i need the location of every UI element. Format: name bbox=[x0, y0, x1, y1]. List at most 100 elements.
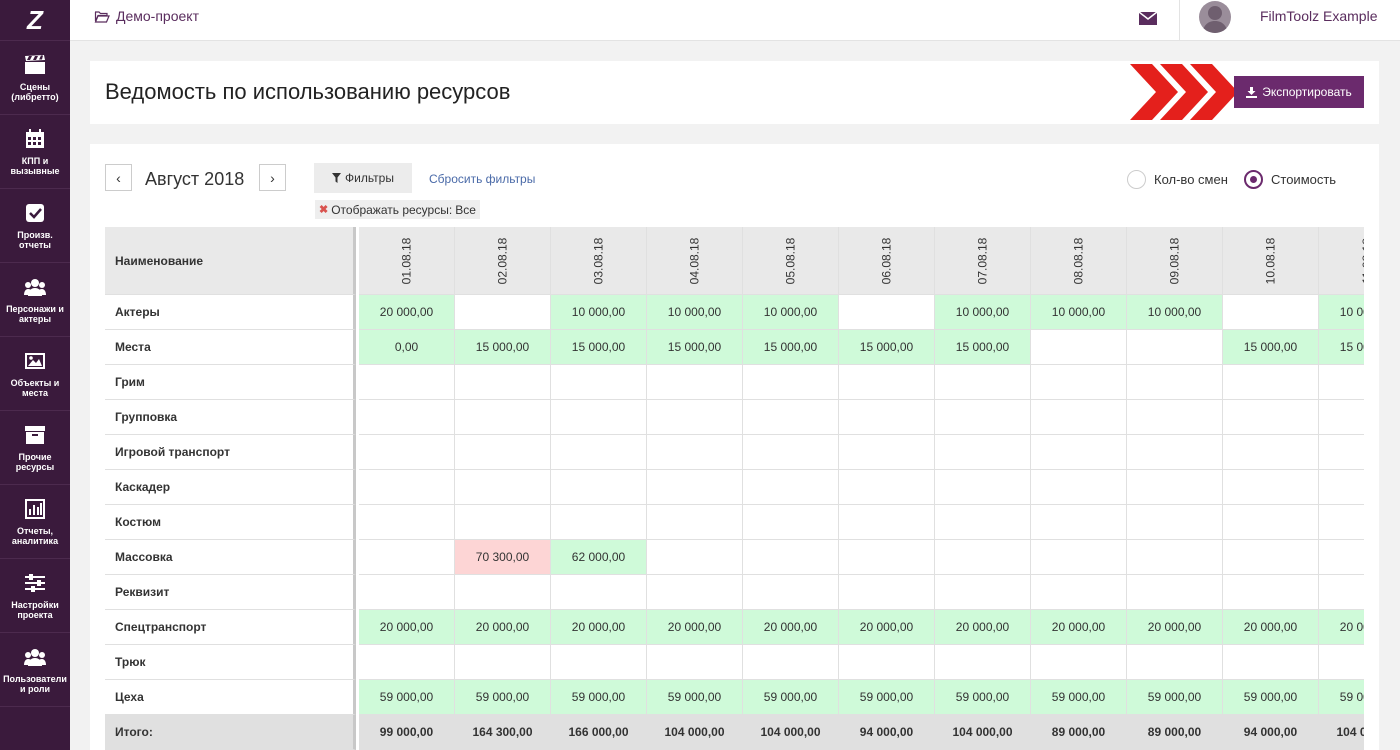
table-cell[interactable] bbox=[1319, 505, 1364, 540]
avatar[interactable] bbox=[1199, 1, 1231, 33]
table-cell[interactable] bbox=[455, 295, 551, 330]
table-cell[interactable] bbox=[935, 645, 1031, 680]
table-cell[interactable] bbox=[647, 575, 743, 610]
table-cell[interactable]: 20 000,00 bbox=[1127, 610, 1223, 645]
table-cell[interactable] bbox=[647, 400, 743, 435]
table-cell[interactable] bbox=[1031, 505, 1127, 540]
table-cell[interactable]: 15 000,00 bbox=[839, 330, 935, 365]
table-cell[interactable] bbox=[1031, 365, 1127, 400]
table-cell[interactable] bbox=[1031, 540, 1127, 575]
table-cell[interactable]: 20 000,00 bbox=[359, 610, 455, 645]
table-cell[interactable] bbox=[743, 470, 839, 505]
column-header-name[interactable]: Наименование bbox=[105, 227, 356, 295]
table-cell[interactable] bbox=[839, 645, 935, 680]
table-cell[interactable] bbox=[1223, 575, 1319, 610]
table-cell[interactable] bbox=[1127, 435, 1223, 470]
column-header-date[interactable]: 10.08.18 bbox=[1223, 227, 1319, 295]
column-header-date[interactable]: 05.08.18 bbox=[743, 227, 839, 295]
table-cell[interactable] bbox=[839, 505, 935, 540]
logo[interactable]: Z bbox=[0, 0, 70, 41]
table-cell[interactable]: 15 000,00 bbox=[1319, 330, 1364, 365]
table-cell[interactable] bbox=[359, 365, 455, 400]
table-cell[interactable] bbox=[1223, 645, 1319, 680]
table-cell[interactable] bbox=[839, 470, 935, 505]
table-cell[interactable] bbox=[1127, 470, 1223, 505]
table-cell[interactable]: 10 000,00 bbox=[1319, 295, 1364, 330]
table-cell[interactable] bbox=[743, 505, 839, 540]
table-cell[interactable] bbox=[839, 295, 935, 330]
table-cell[interactable] bbox=[743, 400, 839, 435]
table-cell[interactable]: 10 000,00 bbox=[743, 295, 839, 330]
table-cell[interactable]: 20 000,00 bbox=[359, 295, 455, 330]
table-cell[interactable]: 59 000,00 bbox=[935, 680, 1031, 715]
sidebar-item-4[interactable]: Объекты и места bbox=[0, 337, 70, 411]
table-cell[interactable] bbox=[1223, 295, 1319, 330]
prev-month-button[interactable]: ‹ bbox=[105, 164, 132, 191]
table-cell[interactable] bbox=[1319, 400, 1364, 435]
table-cell[interactable] bbox=[839, 540, 935, 575]
table-cell[interactable] bbox=[359, 435, 455, 470]
table-cell[interactable] bbox=[455, 470, 551, 505]
table-cell[interactable]: 15 000,00 bbox=[455, 330, 551, 365]
column-header-date[interactable]: 03.08.18 bbox=[551, 227, 647, 295]
table-cell[interactable]: 15 000,00 bbox=[647, 330, 743, 365]
table-cell[interactable] bbox=[1031, 645, 1127, 680]
table-cell[interactable] bbox=[935, 505, 1031, 540]
project-link[interactable]: Демо-проект bbox=[94, 8, 199, 24]
table-cell[interactable]: 20 000,00 bbox=[1223, 610, 1319, 645]
table-cell[interactable] bbox=[359, 470, 455, 505]
column-header-date[interactable]: 01.08.18 bbox=[359, 227, 455, 295]
table-cell[interactable]: 20 000,00 bbox=[1319, 610, 1364, 645]
column-header-date[interactable]: 11.08.18 bbox=[1319, 227, 1364, 295]
next-month-button[interactable]: › bbox=[259, 164, 286, 191]
table-cell[interactable] bbox=[455, 435, 551, 470]
table-cell[interactable] bbox=[359, 645, 455, 680]
table-cell[interactable] bbox=[551, 400, 647, 435]
table-cell[interactable] bbox=[1223, 435, 1319, 470]
table-cell[interactable] bbox=[359, 575, 455, 610]
table-cell[interactable] bbox=[1031, 470, 1127, 505]
sidebar-item-5[interactable]: Прочие ресурсы bbox=[0, 411, 70, 485]
table-cell[interactable]: 10 000,00 bbox=[551, 295, 647, 330]
table-cell[interactable]: 10 000,00 bbox=[935, 295, 1031, 330]
table-cell[interactable] bbox=[743, 575, 839, 610]
table-cell[interactable] bbox=[647, 645, 743, 680]
reset-filters-link[interactable]: Сбросить фильтры bbox=[429, 172, 536, 186]
column-header-date[interactable]: 08.08.18 bbox=[1031, 227, 1127, 295]
table-cell[interactable] bbox=[839, 575, 935, 610]
table-cell[interactable]: 59 000,00 bbox=[359, 680, 455, 715]
table-cell[interactable] bbox=[743, 645, 839, 680]
table-cell[interactable]: 62 000,00 bbox=[551, 540, 647, 575]
table-cell[interactable] bbox=[455, 575, 551, 610]
remove-icon[interactable]: ✖ bbox=[319, 204, 329, 216]
table-cell[interactable] bbox=[935, 365, 1031, 400]
radio-cost-circle[interactable] bbox=[1244, 170, 1263, 189]
table-cell[interactable]: 70 300,00 bbox=[455, 540, 551, 575]
table-cell[interactable]: 20 000,00 bbox=[551, 610, 647, 645]
table-cell[interactable] bbox=[839, 435, 935, 470]
table-cell[interactable] bbox=[935, 540, 1031, 575]
table-cell[interactable] bbox=[935, 470, 1031, 505]
table-cell[interactable] bbox=[647, 365, 743, 400]
table-cell[interactable] bbox=[359, 540, 455, 575]
table-cell[interactable] bbox=[1031, 330, 1127, 365]
table-cell[interactable] bbox=[1223, 365, 1319, 400]
table-cell[interactable] bbox=[743, 365, 839, 400]
table-cell[interactable]: 59 000,00 bbox=[839, 680, 935, 715]
table-cell[interactable] bbox=[551, 470, 647, 505]
table-cell[interactable]: 59 000,00 bbox=[743, 680, 839, 715]
table-cell[interactable]: 15 000,00 bbox=[935, 330, 1031, 365]
filters-button[interactable]: Фильтры bbox=[314, 163, 412, 193]
table-cell[interactable] bbox=[935, 575, 1031, 610]
mail-icon[interactable] bbox=[1138, 10, 1158, 31]
table-cell[interactable]: 59 000,00 bbox=[1223, 680, 1319, 715]
table-cell[interactable]: 59 000,00 bbox=[455, 680, 551, 715]
table-cell[interactable] bbox=[1031, 575, 1127, 610]
table-cell[interactable] bbox=[743, 435, 839, 470]
username[interactable]: FilmToolz Example bbox=[1260, 8, 1378, 24]
table-cell[interactable] bbox=[455, 400, 551, 435]
table-cell[interactable] bbox=[455, 365, 551, 400]
column-header-date[interactable]: 02.08.18 bbox=[455, 227, 551, 295]
table-cell[interactable]: 10 000,00 bbox=[647, 295, 743, 330]
sidebar-item-1[interactable]: КПП и вызывные bbox=[0, 115, 70, 189]
